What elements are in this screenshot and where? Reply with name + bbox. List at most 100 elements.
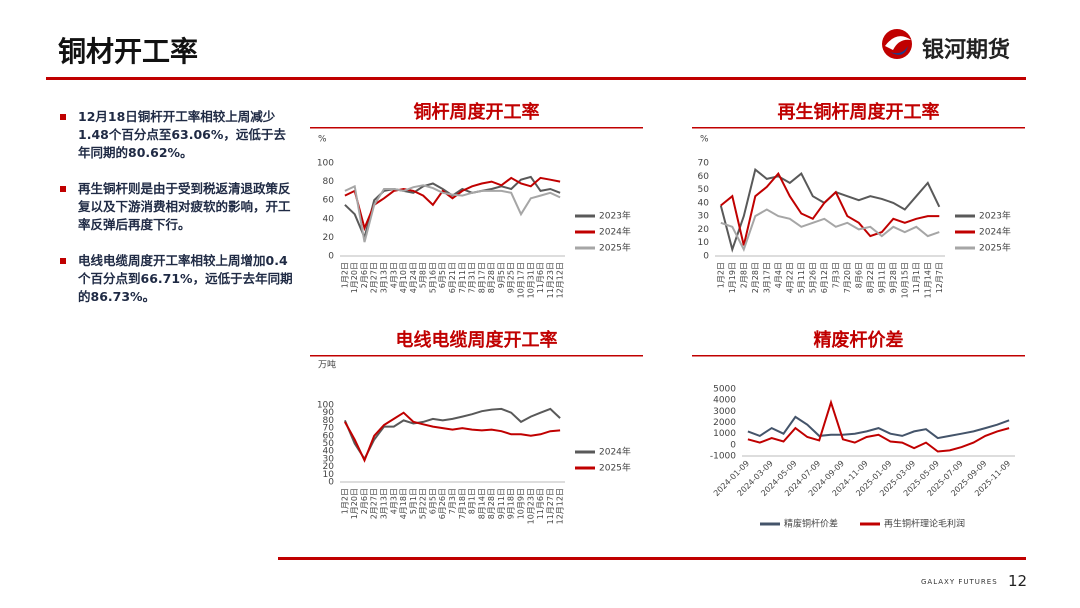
footer-rule	[278, 557, 1026, 560]
x-tick-label: 4月3日	[389, 488, 398, 514]
x-tick-label: 7月3日	[448, 488, 457, 514]
legend-label: 2023年	[979, 210, 1011, 222]
x-tick-label: 7月3日	[831, 262, 840, 288]
y-axis-label: %	[318, 135, 327, 145]
y-tick-label: 0	[328, 252, 334, 262]
chart-title: 精废杆价差	[814, 329, 904, 351]
page-number: 12	[1008, 572, 1028, 590]
x-tick-label: 5月16日	[428, 262, 437, 293]
y-tick-label: 90	[323, 408, 335, 418]
title-rule	[310, 127, 643, 129]
y-tick-label: 0	[328, 478, 334, 488]
y-tick-label: -1000	[710, 452, 736, 462]
series-line	[344, 411, 561, 463]
legend-label: 2025年	[599, 242, 631, 254]
y-tick-label: 30	[323, 454, 335, 464]
y-tick-label: 60	[323, 431, 335, 441]
x-tick-label: 12月12日	[556, 488, 565, 524]
y-tick-label: 60	[323, 196, 335, 206]
x-tick-label: 10月9日	[516, 488, 525, 519]
y-tick-label: 50	[323, 439, 335, 449]
y-tick-label: 100	[317, 401, 334, 411]
y-axis-label: %	[700, 135, 709, 145]
x-tick-label: 11月27日	[546, 488, 555, 524]
x-tick-label: 1月19日	[728, 262, 737, 293]
x-tick-label: 5月8日	[419, 262, 428, 288]
y-tick-label: 4000	[713, 396, 736, 406]
x-tick-label: 2月27日	[370, 262, 379, 293]
x-tick-label: 8月28日	[487, 488, 496, 519]
x-tick-label: 11月6日	[536, 488, 545, 519]
y-tick-label: 0	[703, 252, 709, 262]
x-tick-label: 8月6日	[854, 262, 863, 288]
x-tick-label: 9月11日	[877, 262, 886, 293]
x-tick-label: 7月11日	[458, 262, 467, 293]
header-rule	[46, 77, 1026, 80]
title-rule	[692, 127, 1025, 129]
series-line	[747, 399, 1010, 453]
y-tick-label: 70	[698, 159, 710, 169]
x-tick-label: 10月23日	[526, 488, 535, 524]
chart-title: 再生铜杆周度开工率	[778, 101, 940, 123]
x-tick-label: 6月5日	[438, 262, 447, 288]
y-tick-label: 30	[698, 212, 710, 222]
y-tick-label: 3000	[713, 407, 736, 417]
y-tick-label: 10	[698, 238, 710, 248]
y-tick-label: 50	[698, 185, 710, 195]
x-tick-label: 11月1日	[912, 262, 921, 293]
x-tick-label: 4月10日	[399, 262, 408, 293]
x-tick-label: 7月20日	[843, 262, 852, 293]
x-tick-label: 2月27日	[370, 488, 379, 519]
x-tick-label: 7月31日	[468, 262, 477, 293]
x-tick-label: 8月14日	[477, 488, 486, 519]
x-tick-label: 9月28日	[889, 262, 898, 293]
x-tick-label: 9月11日	[497, 488, 506, 519]
x-tick-label: 4月24日	[409, 262, 418, 293]
legend-label: 2025年	[979, 242, 1011, 254]
logo-icon-swoosh	[890, 46, 908, 55]
x-tick-label: 5月26日	[808, 262, 817, 293]
legend-label: 2023年	[599, 210, 631, 222]
x-tick-label: 8月17日	[477, 262, 486, 293]
x-tick-label: 3月13日	[380, 488, 389, 519]
y-tick-label: 5000	[713, 385, 736, 395]
x-tick-label: 12月7日	[935, 262, 944, 293]
x-tick-label: 11月6日	[536, 262, 545, 293]
x-tick-label: 5月1日	[409, 488, 418, 514]
series-line	[720, 171, 940, 246]
legend-label: 2024年	[599, 226, 631, 238]
series-line	[344, 184, 561, 243]
bullet: 电线电缆周度开工率相较上周增加0.4个百分点到66.71%，远低于去年同期的86…	[60, 252, 293, 306]
y-tick-label: 1000	[713, 429, 736, 439]
x-tick-label: 1月20日	[350, 262, 359, 293]
y-tick-label: 20	[698, 225, 710, 235]
x-tick-label: 11月14日	[923, 262, 932, 298]
y-tick-label: 10	[323, 470, 335, 480]
x-tick-label: 9月18日	[507, 488, 516, 519]
chart-title: 电线电缆周度开工率	[396, 329, 558, 351]
logo-icon-swoosh	[885, 36, 911, 50]
x-tick-label: 4月22日	[785, 262, 794, 293]
series-line	[343, 407, 561, 461]
legend-label: 2024年	[979, 226, 1011, 238]
legend-label: 2024年	[599, 446, 631, 458]
x-tick-label: 10月31日	[526, 262, 535, 298]
x-tick-label: 1月20日	[350, 488, 359, 519]
y-tick-label: 40	[698, 198, 710, 208]
slide-title: 铜材开工率	[58, 35, 199, 68]
x-tick-label: 6月12日	[820, 262, 829, 293]
x-tick-label: 8月22日	[866, 262, 875, 293]
y-tick-label: 100	[317, 159, 334, 169]
legend-label: 再生铜杆理论毛利润	[884, 518, 965, 530]
chart-title: 铜杆周度开工率	[414, 101, 540, 123]
y-tick-label: 20	[323, 462, 335, 472]
y-tick-label: 40	[323, 447, 335, 457]
series-line	[344, 176, 561, 232]
y-tick-label: 0	[730, 440, 736, 450]
x-tick-label: 1月2日	[340, 488, 349, 514]
x-tick-label: 6月5日	[428, 488, 437, 514]
bullet: 12月18日铜杆开工率相较上周减少1.48个百分点至63.06%，远低于去年同期…	[60, 108, 293, 162]
series-line	[747, 415, 1010, 440]
x-tick-label: 2月6日	[360, 262, 369, 288]
